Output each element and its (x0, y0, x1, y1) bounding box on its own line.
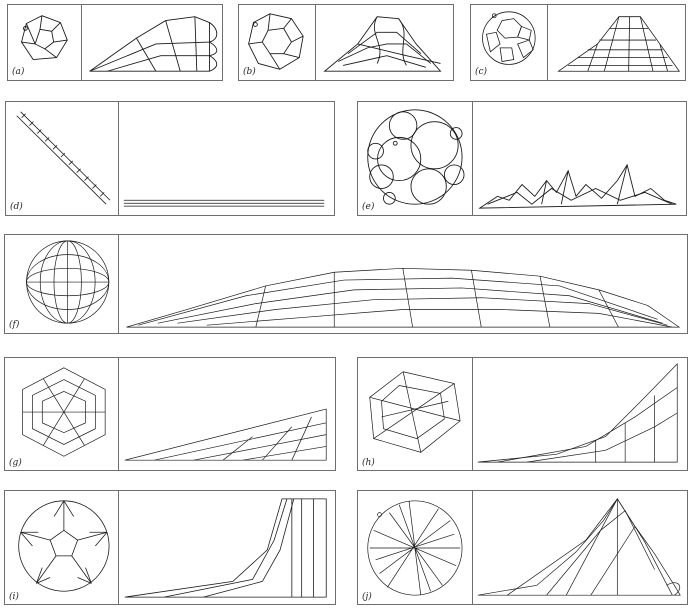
panel-j: (j) (357, 490, 688, 605)
panel-a-graphics (21, 15, 218, 72)
panel-b-label: (b) (243, 67, 256, 77)
panel-j-graphics (367, 498, 681, 596)
panel-divider (118, 102, 119, 215)
panel-divider (118, 491, 119, 604)
panel-c-graphics (482, 11, 681, 72)
panel-divider (118, 235, 119, 333)
panel-h-graphics (369, 363, 678, 463)
panel-g: (g) (4, 357, 336, 471)
panel-j-label: (j) (362, 592, 372, 602)
panel-d: (d) (5, 101, 335, 216)
panel-divider (81, 5, 82, 80)
panel-a: (a) (7, 4, 223, 81)
panel-e-label: (e) (362, 202, 375, 212)
panel-divider (547, 5, 548, 80)
panel-f-label: (f) (9, 320, 20, 330)
panel-g-graphics (22, 367, 327, 461)
panel-f-graphics (26, 240, 681, 328)
panel-i-label: (i) (9, 592, 19, 602)
panel-f: (f) (4, 234, 688, 334)
panel-i: (i) (4, 490, 336, 605)
panel-c-label: (c) (475, 67, 488, 77)
panel-divider (472, 102, 473, 215)
panel-d-label: (d) (10, 202, 23, 212)
panel-divider (315, 5, 316, 80)
panel-g-label: (g) (9, 458, 22, 468)
panel-h-label: (h) (362, 458, 375, 468)
panel-d-graphics (16, 111, 325, 207)
panel-e-graphics (367, 109, 677, 209)
panel-c: (c) (470, 4, 686, 81)
panel-divider (472, 491, 473, 604)
panel-divider (472, 358, 473, 470)
panel-i-graphics (18, 498, 327, 598)
panel-a-label: (a) (12, 67, 25, 77)
panel-e: (e) (357, 101, 687, 216)
panel-divider (118, 358, 119, 470)
panel-h: (h) (357, 357, 688, 471)
panel-b-graphics (248, 13, 442, 72)
panel-b: (b) (238, 4, 454, 81)
